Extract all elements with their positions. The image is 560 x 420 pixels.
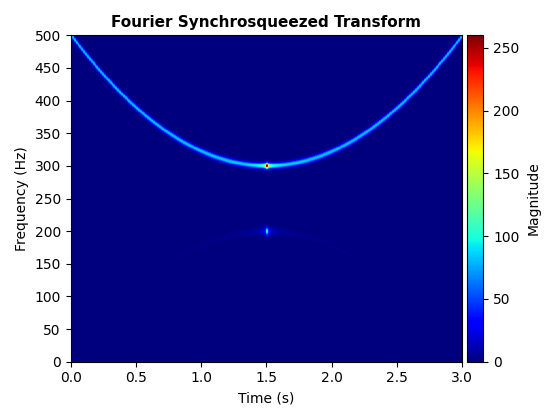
Y-axis label: Frequency (Hz): Frequency (Hz) [15, 146, 29, 251]
Y-axis label: Magnitude: Magnitude [526, 162, 540, 235]
X-axis label: Time (s): Time (s) [239, 391, 295, 405]
Title: Fourier Synchrosqueezed Transform: Fourier Synchrosqueezed Transform [111, 15, 422, 30]
